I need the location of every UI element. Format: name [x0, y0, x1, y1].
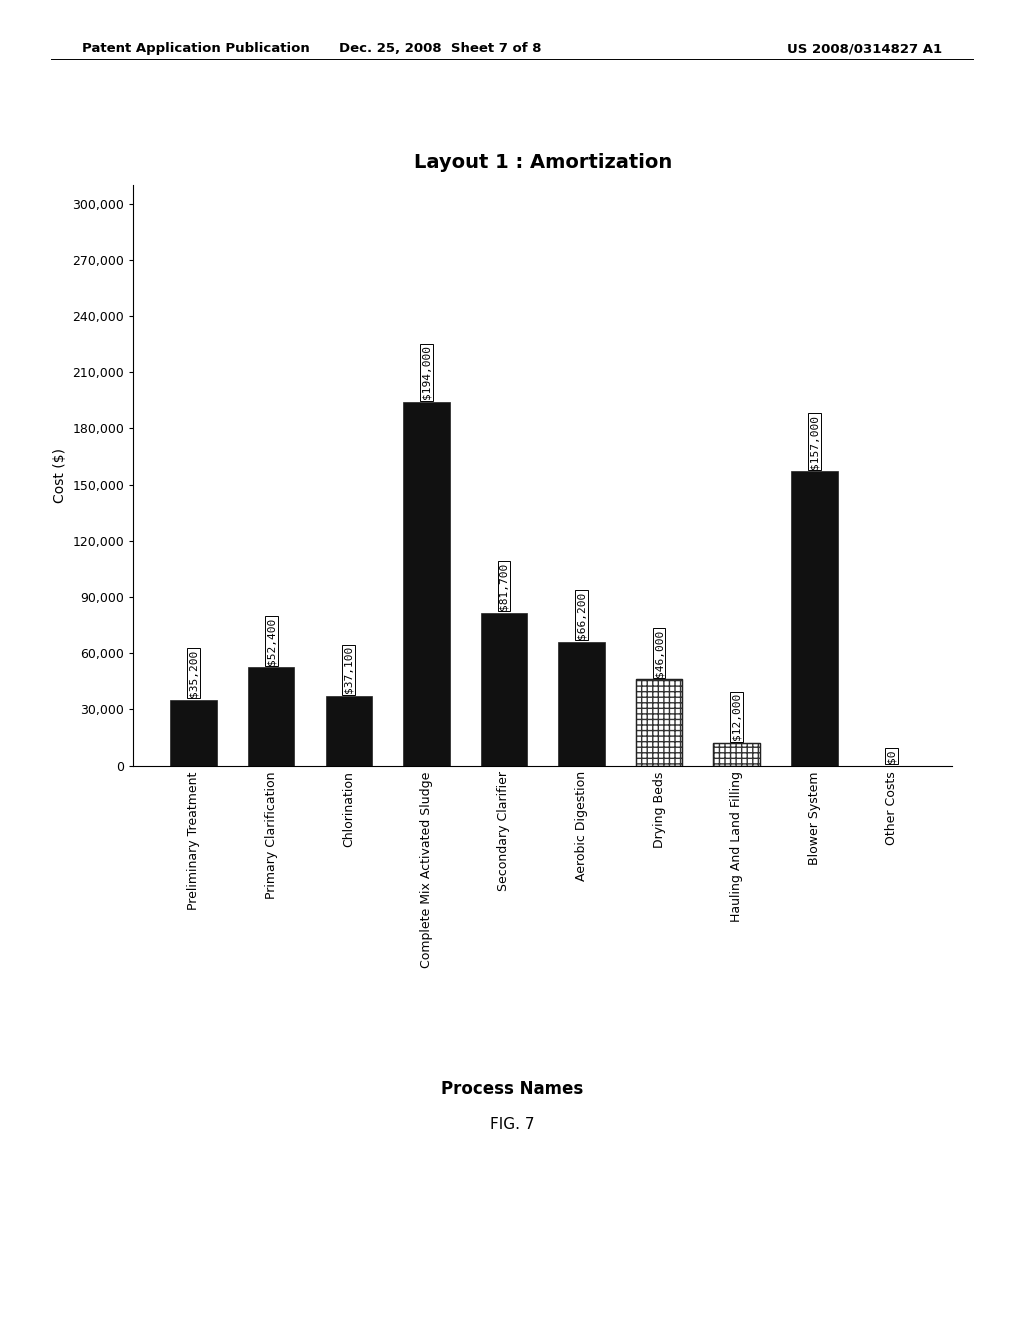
Text: $35,200: $35,200 [188, 649, 199, 697]
Bar [170, 700, 217, 766]
Bar [636, 680, 682, 766]
Title: Layout 1 : Amortization: Layout 1 : Amortization [414, 153, 672, 172]
Text: $81,700: $81,700 [499, 562, 509, 610]
Text: $157,000: $157,000 [809, 414, 819, 469]
Bar [714, 743, 760, 766]
Text: $194,000: $194,000 [421, 346, 431, 400]
Text: FIG. 7: FIG. 7 [489, 1117, 535, 1133]
Bar [714, 743, 760, 766]
Text: $52,400: $52,400 [266, 618, 276, 664]
Bar [248, 668, 295, 766]
Text: Process Names: Process Names [441, 1080, 583, 1098]
Text: US 2008/0314827 A1: US 2008/0314827 A1 [787, 42, 942, 55]
Bar [636, 680, 682, 766]
Text: $0: $0 [887, 750, 897, 763]
Bar [326, 696, 372, 766]
Bar [403, 403, 450, 766]
Text: Patent Application Publication: Patent Application Publication [82, 42, 309, 55]
Text: $37,100: $37,100 [344, 645, 353, 693]
Text: $12,000: $12,000 [732, 693, 741, 741]
Text: Dec. 25, 2008  Sheet 7 of 8: Dec. 25, 2008 Sheet 7 of 8 [339, 42, 542, 55]
Y-axis label: Cost ($): Cost ($) [52, 447, 67, 503]
Bar [791, 471, 838, 766]
Bar [480, 612, 527, 766]
Text: $46,000: $46,000 [654, 630, 665, 677]
Text: $66,200: $66,200 [577, 591, 587, 639]
Bar [558, 642, 605, 766]
